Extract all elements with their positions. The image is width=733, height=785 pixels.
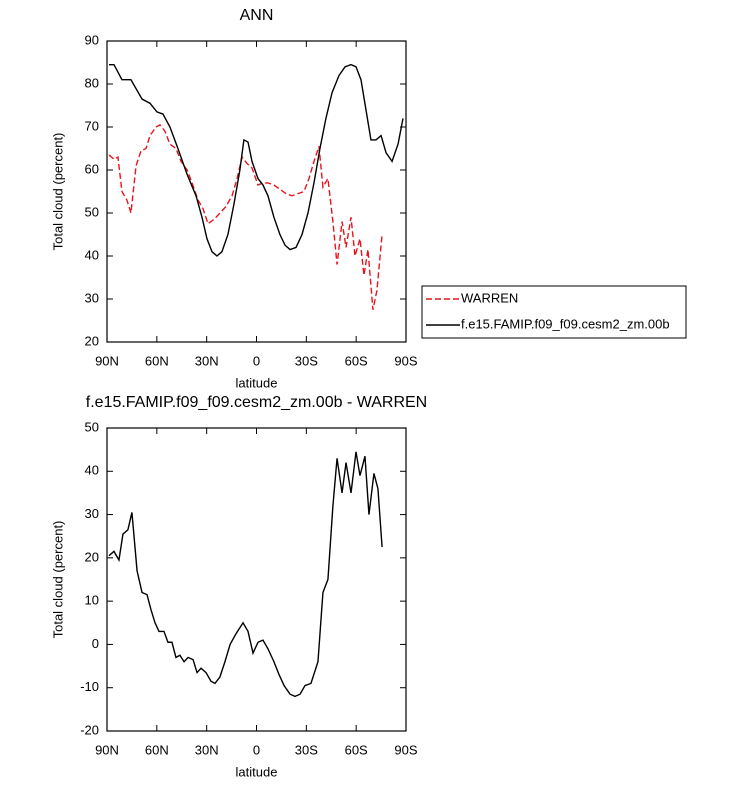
plot-frame <box>106 40 407 343</box>
data-line <box>108 63 404 257</box>
y-tick-label: 40 <box>85 247 99 262</box>
x-tick-label: 30N <box>195 353 219 368</box>
legend-box <box>421 285 687 339</box>
y-tick-label: 10 <box>85 593 99 608</box>
x-tick-label: 60N <box>145 353 169 368</box>
y-tick-label: -20 <box>80 722 99 737</box>
y-axis-label: Total cloud (percent) <box>50 133 65 251</box>
x-tick-label: 90N <box>95 353 119 368</box>
x-tick-label: 90S <box>394 742 417 757</box>
data-line <box>108 123 383 310</box>
x-tick-label: 60S <box>345 353 368 368</box>
y-tick-label: 20 <box>85 549 99 564</box>
y-tick-label: 30 <box>85 506 99 521</box>
data-line <box>108 451 383 698</box>
legend-label: f.e15.FAMIP.f09_f09.cesm2_zm.00b <box>461 316 670 331</box>
x-axis-label: latitude <box>236 764 278 779</box>
legend-label: WARREN <box>461 290 518 305</box>
y-tick-label: 50 <box>85 204 99 219</box>
chart-title: f.e15.FAMIP.f09_f09.cesm2_zm.00b - WARRE… <box>86 394 427 411</box>
x-tick-label: 60N <box>145 742 169 757</box>
y-axis-label: Total cloud (percent) <box>50 521 65 639</box>
y-tick-label: 60 <box>85 161 99 176</box>
x-tick-label: 30S <box>295 742 318 757</box>
legend: WARREN f.e15.FAMIP.f09_f09.cesm2_zm.00b <box>421 285 687 339</box>
y-tick-label: 50 <box>85 419 99 434</box>
y-tick-label: 0 <box>92 636 99 651</box>
x-tick-label: 60S <box>345 742 368 757</box>
y-tick-label: -10 <box>80 679 99 694</box>
y-tick-label: 80 <box>85 75 99 90</box>
y-tick-label: 40 <box>85 463 99 478</box>
y-tick-label: 20 <box>85 333 99 348</box>
x-tick-label: 90N <box>95 742 119 757</box>
x-axis-label: latitude <box>236 375 278 390</box>
y-tick-label: 70 <box>85 118 99 133</box>
x-tick-label: 0 <box>253 353 260 368</box>
y-tick-label: 90 <box>85 32 99 47</box>
chart-title: ANN <box>240 7 274 24</box>
y-tick-label: 30 <box>85 290 99 305</box>
x-tick-label: 0 <box>253 742 260 757</box>
x-tick-label: 30S <box>295 353 318 368</box>
x-tick-label: 90S <box>394 353 417 368</box>
x-tick-label: 30N <box>195 742 219 757</box>
